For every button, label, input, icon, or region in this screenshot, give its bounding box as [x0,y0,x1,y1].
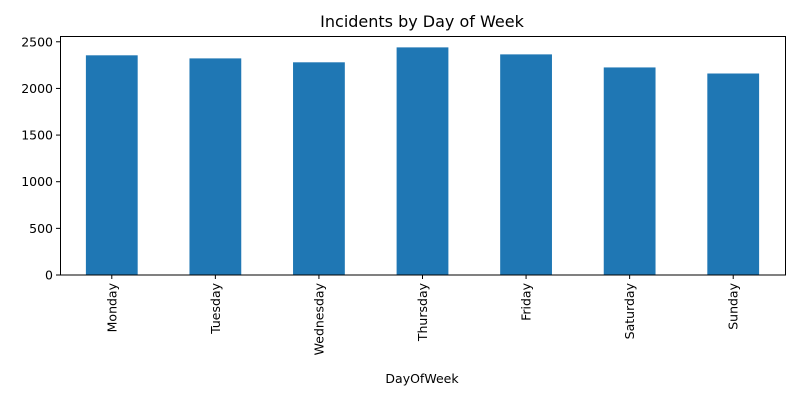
y-tick-label: 1000 [21,174,53,189]
y-tick-label: 1500 [21,128,53,143]
x-tick-label: Monday [104,282,119,332]
bar-sunday [707,73,760,276]
bar-thursday [396,47,449,275]
bars-group [85,47,760,276]
plot-frame [60,36,786,276]
y-tick-label: 500 [29,221,53,236]
x-axis-label: DayOfWeek [385,371,459,386]
bar-tuesday [189,58,242,275]
y-axis: 0 500 1000 1500 2000 2500 [21,34,60,283]
x-tick-label: Thursday [415,282,430,342]
x-tick-label: Sunday [726,282,741,329]
x-axis: Monday Tuesday Wednesday Thursday Friday Satu… [104,275,741,355]
x-tick-label: Saturday [622,282,637,339]
bar-saturday [603,67,656,275]
x-tick-label: Friday [519,282,534,320]
y-tick-label: 2000 [21,81,53,96]
y-tick-label: 2500 [21,34,53,49]
y-tick-label: 0 [45,268,53,283]
bar-monday [85,55,138,275]
bar-friday [500,54,552,275]
x-tick-label: Wednesday [311,282,326,355]
x-tick-label: Tuesday [208,282,223,334]
bar-wednesday [293,62,345,275]
chart-title: Incidents by Day of Week [320,12,524,31]
